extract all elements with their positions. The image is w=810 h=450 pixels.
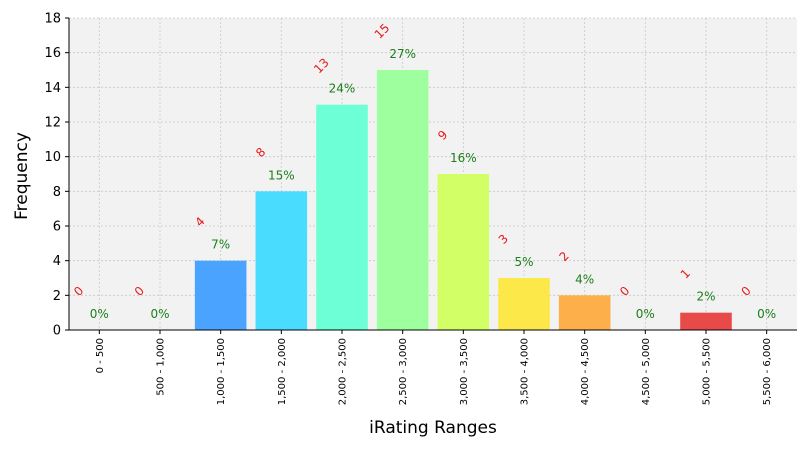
- bar: [194, 260, 247, 330]
- percent-label: 2%: [696, 290, 715, 304]
- bar: [680, 312, 732, 330]
- percent-label: 7%: [211, 238, 230, 252]
- x-tick-label: 3,000 - 3,500: [459, 338, 470, 405]
- percent-label: 0%: [90, 307, 109, 321]
- x-tick-label: 2,500 - 3,000: [398, 338, 409, 405]
- y-tick-label: 12: [44, 116, 61, 131]
- y-tick-label: 14: [44, 81, 61, 96]
- bar: [558, 295, 611, 330]
- x-tick-label: 500 - 1,000: [156, 338, 167, 396]
- bar: [255, 191, 308, 330]
- x-axis-ticks: 0 - 500 500 - 1,000 1,000 - 1,500 1,500 - 2…: [95, 330, 773, 405]
- bars: [194, 70, 732, 331]
- x-tick-label: 5,500 - 6,000: [762, 338, 773, 405]
- y-tick-label: 8: [53, 185, 61, 200]
- y-tick-label: 18: [44, 12, 61, 27]
- percent-label: 5%: [514, 255, 533, 269]
- x-tick-label: 4,000 - 4,500: [580, 338, 591, 405]
- percent-label: 0%: [150, 307, 169, 321]
- y-tick-label: 16: [44, 46, 61, 61]
- y-tick-label: 4: [53, 254, 61, 269]
- x-tick-label: 1,000 - 1,500: [216, 338, 227, 405]
- x-axis-title: iRating Ranges: [369, 418, 497, 438]
- percent-label: 15%: [268, 168, 295, 182]
- percent-label: 0%: [636, 307, 655, 321]
- y-tick-label: 2: [53, 289, 61, 304]
- y-axis-title: Frequency: [12, 132, 32, 220]
- bar: [437, 174, 490, 330]
- x-tick-label: 1,500 - 2,000: [277, 338, 288, 405]
- percent-label: 24%: [329, 82, 356, 96]
- y-tick-label: 6: [53, 220, 61, 235]
- bar: [376, 70, 429, 330]
- bar: [316, 104, 368, 331]
- x-tick-label: 5,000 - 5,500: [702, 338, 713, 405]
- percent-label: 16%: [450, 151, 477, 165]
- plot-background: [69, 18, 797, 330]
- y-axis-ticks: 0 2 4 6 8 10 12 14 16 18: [44, 12, 69, 339]
- percent-label: 0%: [757, 307, 776, 321]
- percent-label: 4%: [575, 272, 594, 286]
- x-tick-label: 3,500 - 4,000: [520, 338, 531, 405]
- y-tick-label: 10: [44, 150, 61, 165]
- x-tick-label: 4,500 - 5,000: [641, 338, 652, 405]
- y-tick-label: 0: [53, 324, 61, 339]
- x-tick-label: 2,000 - 2,500: [338, 338, 349, 405]
- bar: [498, 278, 550, 330]
- percent-label: 27%: [389, 47, 416, 61]
- x-tick-label: 0 - 500: [95, 338, 106, 373]
